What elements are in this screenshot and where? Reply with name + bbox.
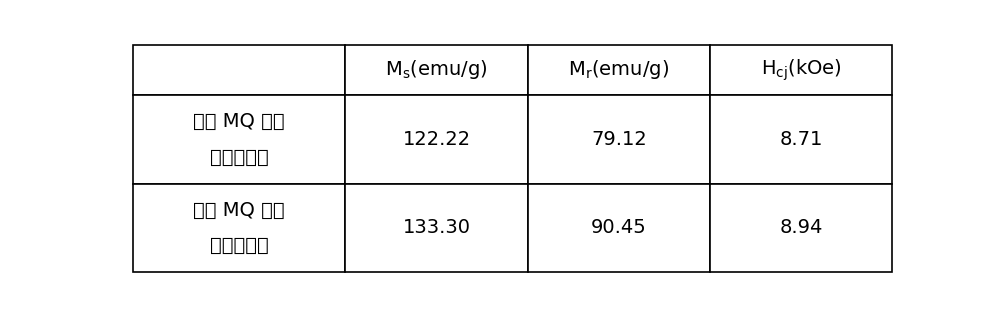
- Bar: [345, 45, 528, 95]
- Text: 133.30: 133.30: [403, 219, 471, 237]
- Bar: [133, 184, 345, 272]
- Text: M$_\mathregular{s}$(emu/g): M$_\mathregular{s}$(emu/g): [385, 58, 488, 81]
- Text: 8.94: 8.94: [779, 219, 823, 237]
- Text: M$_\mathregular{r}$(emu/g): M$_\mathregular{r}$(emu/g): [568, 58, 669, 81]
- Bar: [133, 95, 345, 184]
- Text: 79.12: 79.12: [591, 130, 647, 149]
- Bar: [528, 184, 710, 272]
- Text: 锄鐵硟磁粉: 锄鐵硟磁粉: [210, 236, 268, 255]
- Text: 122.22: 122.22: [402, 130, 471, 149]
- Text: 回收 MQ 粘结: 回收 MQ 粘结: [193, 201, 285, 220]
- Bar: [710, 184, 892, 272]
- Bar: [133, 45, 345, 95]
- Bar: [345, 95, 528, 184]
- Text: 8.71: 8.71: [779, 130, 823, 149]
- Text: 废旧 MQ 粘结: 废旧 MQ 粘结: [193, 112, 285, 131]
- Bar: [710, 95, 892, 184]
- Bar: [528, 95, 710, 184]
- Bar: [710, 45, 892, 95]
- Text: 90.45: 90.45: [591, 219, 647, 237]
- Text: H$_\mathregular{cj}$(kOe): H$_\mathregular{cj}$(kOe): [761, 57, 842, 83]
- Text: 锄鐵硟磁粉: 锄鐵硟磁粉: [210, 148, 268, 166]
- Bar: [345, 184, 528, 272]
- Bar: [528, 45, 710, 95]
